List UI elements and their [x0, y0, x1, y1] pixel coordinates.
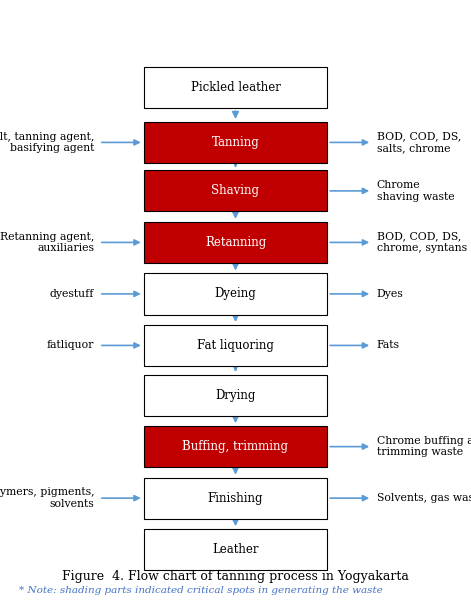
- Text: Chrome buffing and
trimming waste: Chrome buffing and trimming waste: [377, 436, 471, 458]
- Text: Shaving: Shaving: [211, 184, 260, 198]
- Text: Chrome
shaving waste: Chrome shaving waste: [377, 180, 455, 202]
- Text: Drying: Drying: [215, 388, 256, 402]
- FancyBboxPatch shape: [144, 478, 327, 519]
- Text: BOD, COD, DS,
chrome, syntans: BOD, COD, DS, chrome, syntans: [377, 231, 467, 253]
- Text: Retanning: Retanning: [205, 236, 266, 249]
- Text: dyestuff: dyestuff: [50, 289, 94, 299]
- Text: Finishing: Finishing: [208, 491, 263, 505]
- FancyBboxPatch shape: [144, 170, 327, 211]
- Text: * Note: shading parts indicated critical spots in generating the waste: * Note: shading parts indicated critical…: [19, 586, 382, 595]
- FancyBboxPatch shape: [144, 426, 327, 467]
- Text: Dyeing: Dyeing: [215, 287, 256, 301]
- Text: Leather: Leather: [212, 543, 259, 556]
- Text: Fats: Fats: [377, 341, 400, 350]
- FancyBboxPatch shape: [144, 325, 327, 366]
- Text: Tanning: Tanning: [211, 136, 260, 149]
- Text: Dyes: Dyes: [377, 289, 404, 299]
- Text: Buffing, trimming: Buffing, trimming: [182, 440, 289, 453]
- Text: fatliquor: fatliquor: [47, 341, 94, 350]
- FancyBboxPatch shape: [144, 529, 327, 570]
- Text: Retanning agent,
auxiliaries: Retanning agent, auxiliaries: [0, 231, 94, 253]
- FancyBboxPatch shape: [144, 67, 327, 108]
- Text: Salt, tanning agent,
basifying agent: Salt, tanning agent, basifying agent: [0, 132, 94, 153]
- FancyBboxPatch shape: [144, 122, 327, 163]
- Text: Figure  4. Flow chart of tanning process in Yogyakarta: Figure 4. Flow chart of tanning process …: [62, 570, 409, 583]
- Text: Solvents, gas waste: Solvents, gas waste: [377, 493, 471, 503]
- FancyBboxPatch shape: [144, 375, 327, 416]
- Text: BOD, COD, DS,
salts, chrome: BOD, COD, DS, salts, chrome: [377, 132, 461, 153]
- Text: Polymers, pigments,
solvents: Polymers, pigments, solvents: [0, 487, 94, 509]
- Text: Pickled leather: Pickled leather: [191, 81, 280, 95]
- FancyBboxPatch shape: [144, 273, 327, 315]
- Text: Fat liquoring: Fat liquoring: [197, 339, 274, 352]
- FancyBboxPatch shape: [144, 222, 327, 263]
